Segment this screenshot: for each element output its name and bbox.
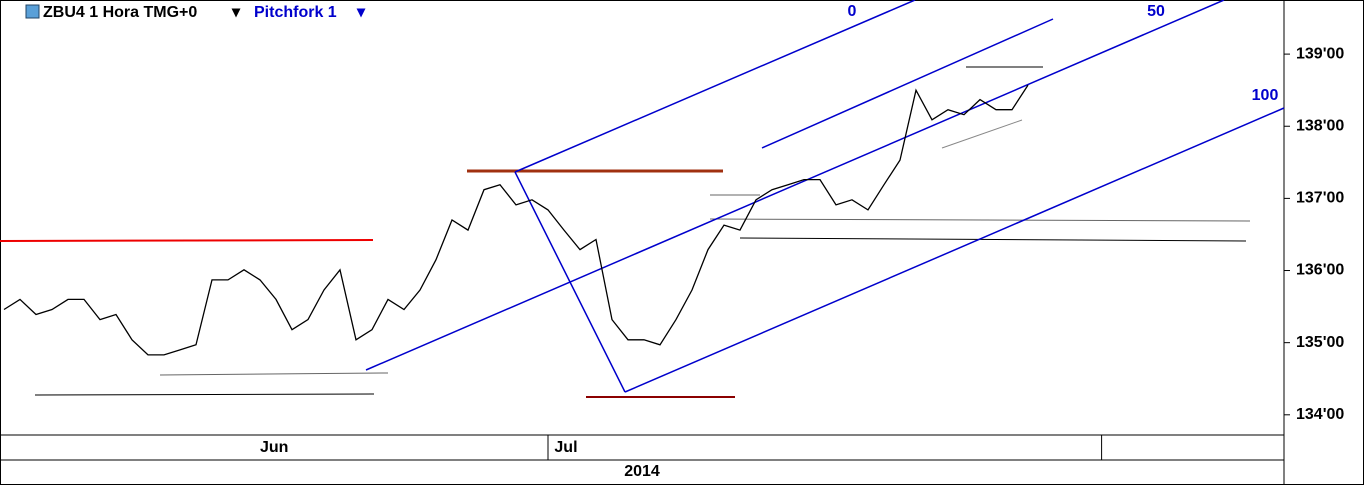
support-line (34, 393, 375, 396)
x-tick-label: Jul (554, 439, 577, 456)
annotation: 100 (1252, 87, 1279, 104)
pitchfork-line (514, 0, 916, 173)
resistance-line (0, 239, 374, 242)
y-tick-label: 136'00 (1296, 262, 1344, 279)
pitchfork-line (624, 107, 1285, 393)
y-tick-label: 137'00 (1296, 190, 1344, 207)
support-line (159, 372, 389, 376)
y-tick-label: 135'00 (1296, 334, 1344, 351)
x-tick-label: Jun (260, 439, 288, 456)
drawings (0, 0, 1285, 398)
y-tick-label: 139'00 (1296, 45, 1344, 62)
annotation: 0 (848, 3, 857, 20)
chart-subtitle: Pitchfork 1 (254, 4, 337, 21)
annotation: 50 (1147, 3, 1165, 20)
pitchfork-line (514, 171, 626, 393)
trend-line (709, 218, 1251, 222)
menu-arrow[interactable]: ▾ (356, 4, 366, 21)
price-line (3, 84, 1029, 356)
trend-line (941, 119, 1023, 149)
chart-title: ZBU4 1 Hora TMG+0 (43, 4, 197, 21)
pitchfork-line (761, 18, 1054, 149)
symbol-icon (25, 4, 40, 19)
x-group-label: 2014 (624, 463, 660, 480)
pitchfork-line (365, 0, 1225, 371)
y-tick-label: 134'00 (1296, 406, 1344, 423)
trend-line (739, 237, 1247, 242)
menu-arrow[interactable]: ▾ (231, 4, 241, 21)
y-tick-label: 138'00 (1296, 117, 1344, 134)
